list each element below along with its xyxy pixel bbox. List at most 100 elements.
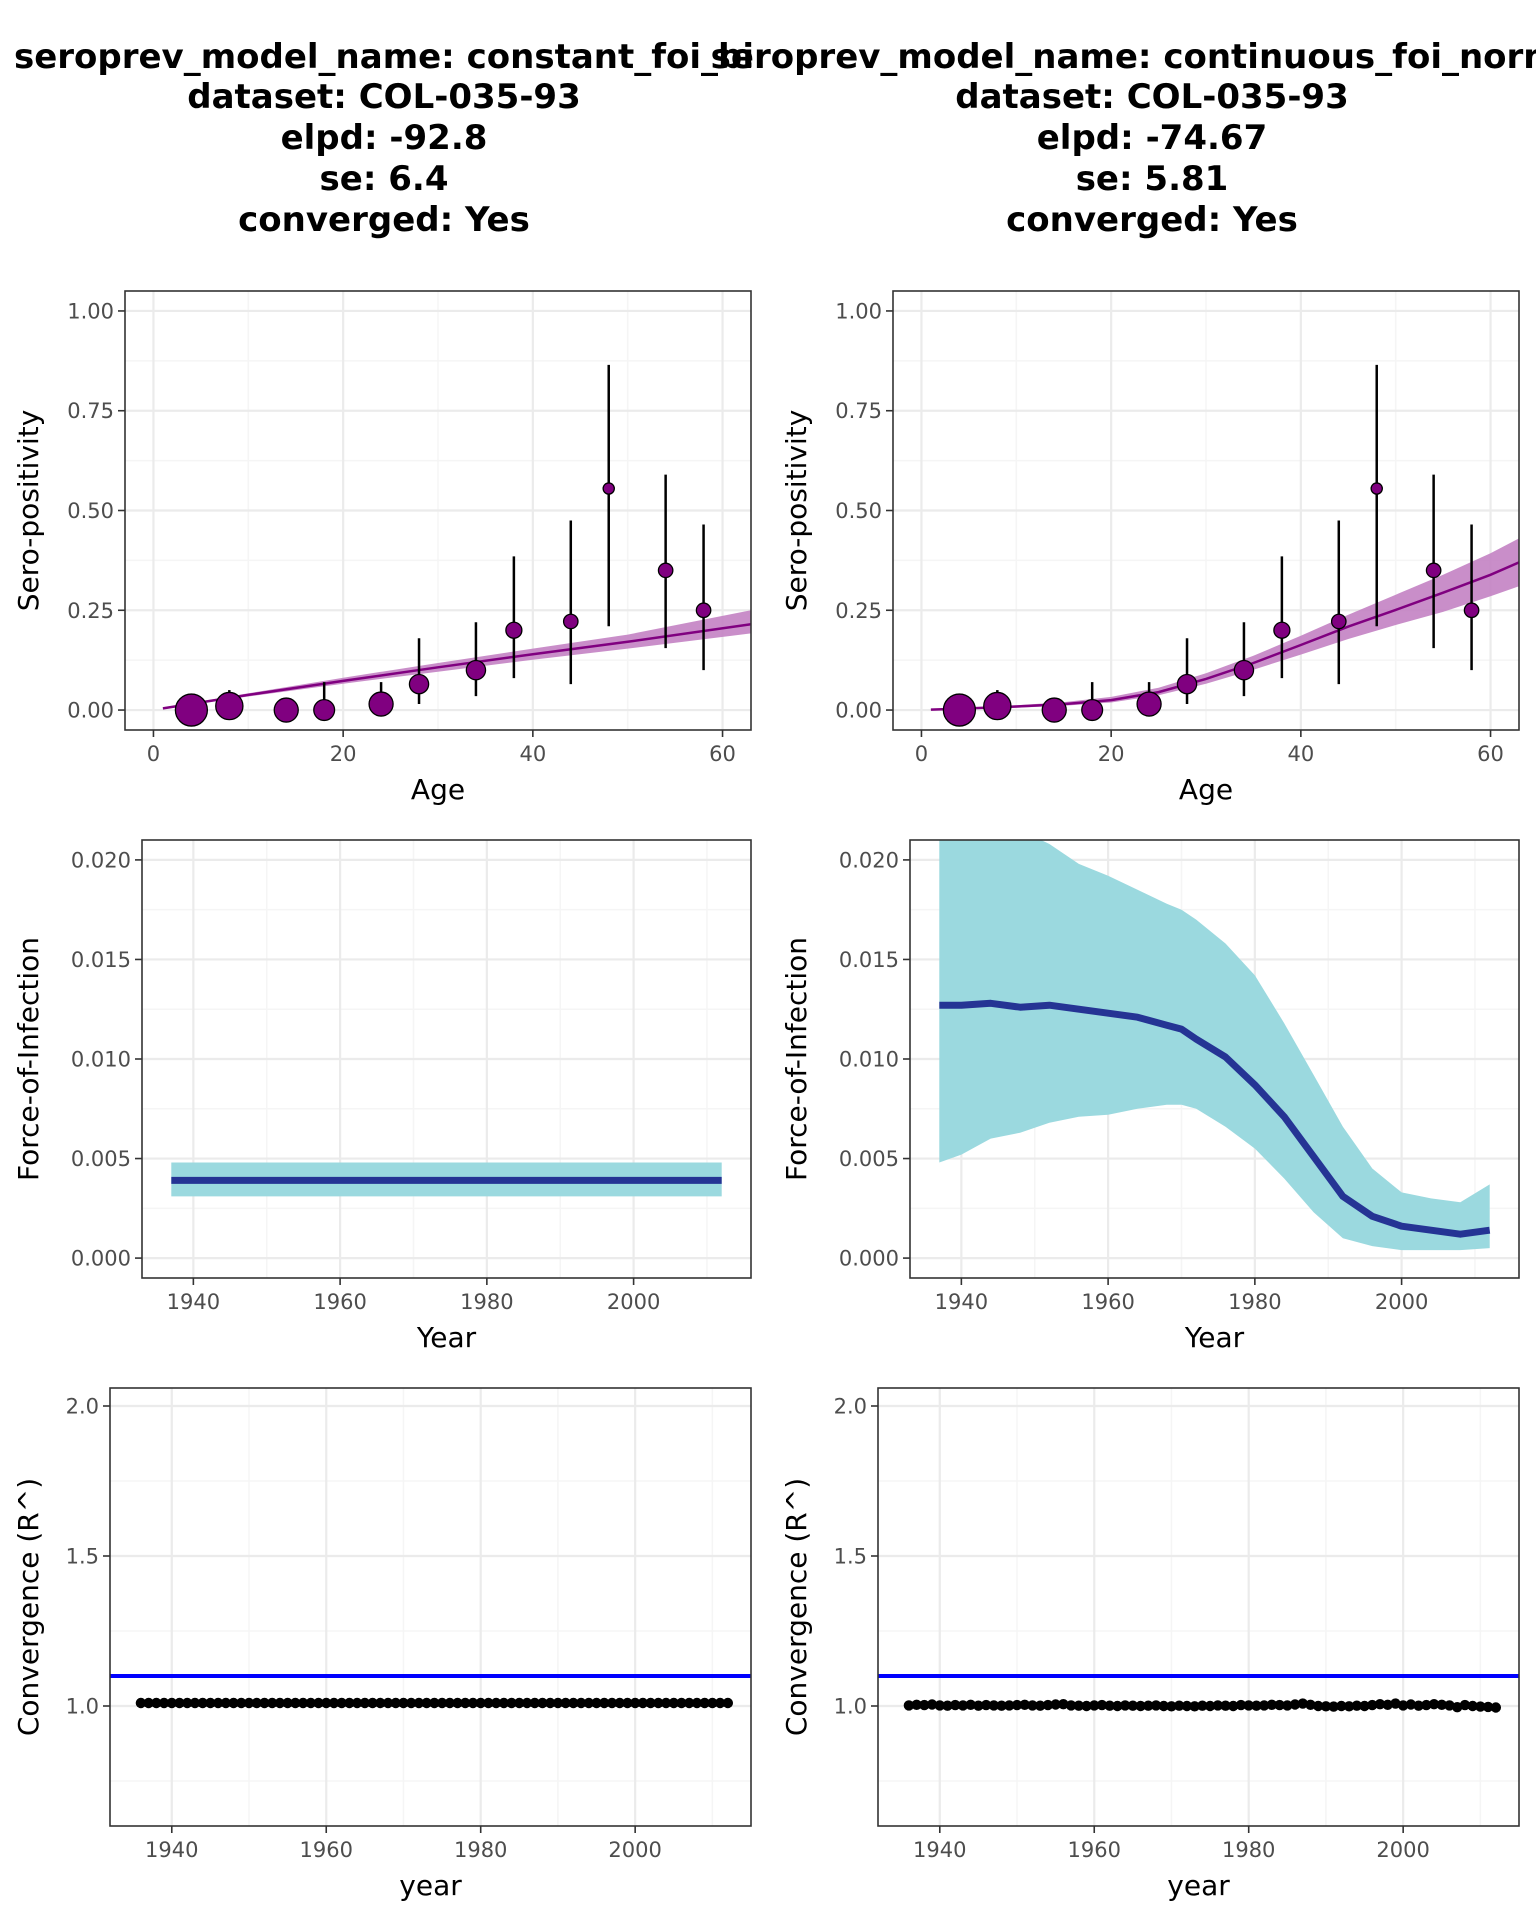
- rhat-panel-constant: 1940 1960 1980 2000 1.0 1.5 2.0 year Convergence…: [12, 1387, 752, 1902]
- x-tick-label: 0: [147, 742, 160, 766]
- column-title-right: seroprev_model_name: continuous_foi_norm…: [711, 37, 1536, 240]
- rhat-point: [622, 1697, 633, 1709]
- x-tick-label: 1940: [145, 1838, 198, 1862]
- title-model-name: seroprev_model_name: continuous_foi_norm…: [711, 37, 1536, 77]
- rhat-point: [903, 1700, 915, 1711]
- y-tick-label: 0.25: [67, 599, 114, 623]
- x-tick-label: 1940: [167, 1290, 220, 1314]
- rhat-point: [236, 1697, 247, 1709]
- rhat-point: [1204, 1700, 1216, 1712]
- rhat-point: [1197, 1700, 1208, 1711]
- rhat-point: [336, 1697, 347, 1709]
- y-tick-label: 0.015: [71, 948, 131, 972]
- rhat-point: [965, 1699, 976, 1711]
- rhat-point: [421, 1697, 432, 1709]
- x-tick-label: 1980: [1228, 1290, 1281, 1314]
- x-tick-label: 2000: [1375, 1290, 1428, 1314]
- rhat-point: [197, 1697, 208, 1709]
- rhat-point: [614, 1697, 625, 1709]
- rhat-point: [1482, 1701, 1494, 1713]
- rhat-point: [919, 1699, 930, 1711]
- y-tick-label: 1.0: [834, 1695, 867, 1719]
- rhat-point: [645, 1697, 656, 1709]
- x-tick-label: 1960: [313, 1290, 366, 1314]
- rhat-point: [660, 1697, 672, 1709]
- rhat-point: [1058, 1699, 1069, 1710]
- rhat-point: [506, 1697, 517, 1709]
- data-point: [1081, 698, 1104, 722]
- y-tick-label: 0.25: [835, 599, 882, 623]
- title-se: se: 5.81: [1076, 159, 1229, 199]
- rhat-point: [444, 1697, 456, 1709]
- rhat-point: [205, 1697, 216, 1709]
- rhat-point: [599, 1697, 610, 1709]
- x-tick-label: 1940: [935, 1290, 988, 1314]
- rhat-point: [1367, 1699, 1378, 1711]
- data-point: [1330, 613, 1347, 630]
- rhat-point: [1166, 1701, 1177, 1712]
- x-tick-label: 20: [1098, 742, 1125, 766]
- rhat-point: [1289, 1699, 1301, 1710]
- rhat-point: [1019, 1699, 1030, 1711]
- x-tick-label: 60: [1477, 742, 1504, 766]
- foi-panel-continuous: 1940 1960 1980 2000 0.000 0.005 0.010 0.015 0.02…: [780, 839, 1520, 1354]
- rhat-point: [537, 1697, 548, 1709]
- rhat-point: [529, 1697, 540, 1709]
- title-dataset: dataset: COL-035-93: [187, 77, 581, 117]
- rhat-point: [321, 1697, 332, 1709]
- rhat-panel-continuous: 1940 1960 1980 2000 1.0 1.5 2.0 year Convergence…: [780, 1387, 1520, 1902]
- rhat-point: [1158, 1700, 1169, 1712]
- rhat-point: [189, 1697, 201, 1709]
- panel-background: [878, 1388, 1519, 1826]
- rhat-point: [1011, 1699, 1023, 1711]
- y-axis-title: Convergence (R^): [780, 1478, 813, 1736]
- rhat-point: [629, 1697, 641, 1709]
- rhat-point: [676, 1697, 687, 1709]
- data-point: [174, 693, 209, 727]
- rhat-point: [1405, 1699, 1417, 1710]
- rhat-point: [143, 1697, 154, 1709]
- data-point: [1176, 673, 1198, 695]
- y-tick-label: 0.015: [839, 948, 899, 972]
- x-axis-title: Year: [1184, 1321, 1245, 1354]
- y-tick-label: 0.005: [71, 1147, 131, 1171]
- rhat-point: [653, 1697, 664, 1709]
- rhat-point: [1243, 1700, 1254, 1711]
- x-axis-title: Age: [1179, 773, 1233, 806]
- panel-border: [877, 1387, 1520, 1827]
- data-point: [695, 602, 712, 619]
- rhat-point: [328, 1697, 340, 1709]
- rhat-point: [1065, 1700, 1077, 1711]
- rhat-point: [251, 1697, 262, 1709]
- foi-credible-band: [939, 840, 1490, 1251]
- y-tick-label: 1.5: [66, 1545, 99, 1569]
- data-point: [657, 562, 674, 579]
- y-tick-label: 0.020: [71, 848, 131, 872]
- rhat-point: [996, 1700, 1007, 1711]
- y-tick-label: 2.0: [66, 1395, 99, 1419]
- rhat-point: [344, 1697, 355, 1709]
- plot-area: [171, 1162, 722, 1197]
- x-tick-label: 1960: [1068, 1838, 1121, 1862]
- rhat-point: [942, 1700, 953, 1711]
- rhat-point: [1490, 1702, 1502, 1713]
- data-point: [215, 691, 244, 721]
- data-point: [465, 659, 487, 681]
- rhat-point: [957, 1700, 969, 1711]
- rhat-point: [707, 1697, 718, 1709]
- seroprevalence-panel-constant: 0 20 40 60 0.00 0.25 0.50 0.75 1.00 Age Sero-posit…: [12, 290, 752, 806]
- x-tick-label: 1960: [1081, 1290, 1134, 1314]
- x-axis-title: year: [1167, 1869, 1230, 1902]
- panel-background: [110, 1388, 751, 1826]
- rhat-point: [1475, 1701, 1486, 1712]
- rhat-point: [1089, 1700, 1100, 1711]
- rhat-point: [158, 1697, 170, 1709]
- rhat-point: [637, 1697, 649, 1709]
- rhat-point: [973, 1700, 984, 1711]
- rhat-point: [568, 1697, 579, 1709]
- rhat-point: [1027, 1700, 1038, 1711]
- rhat-point: [490, 1697, 502, 1709]
- rhat-point: [1467, 1700, 1478, 1712]
- rhat-point: [359, 1697, 371, 1709]
